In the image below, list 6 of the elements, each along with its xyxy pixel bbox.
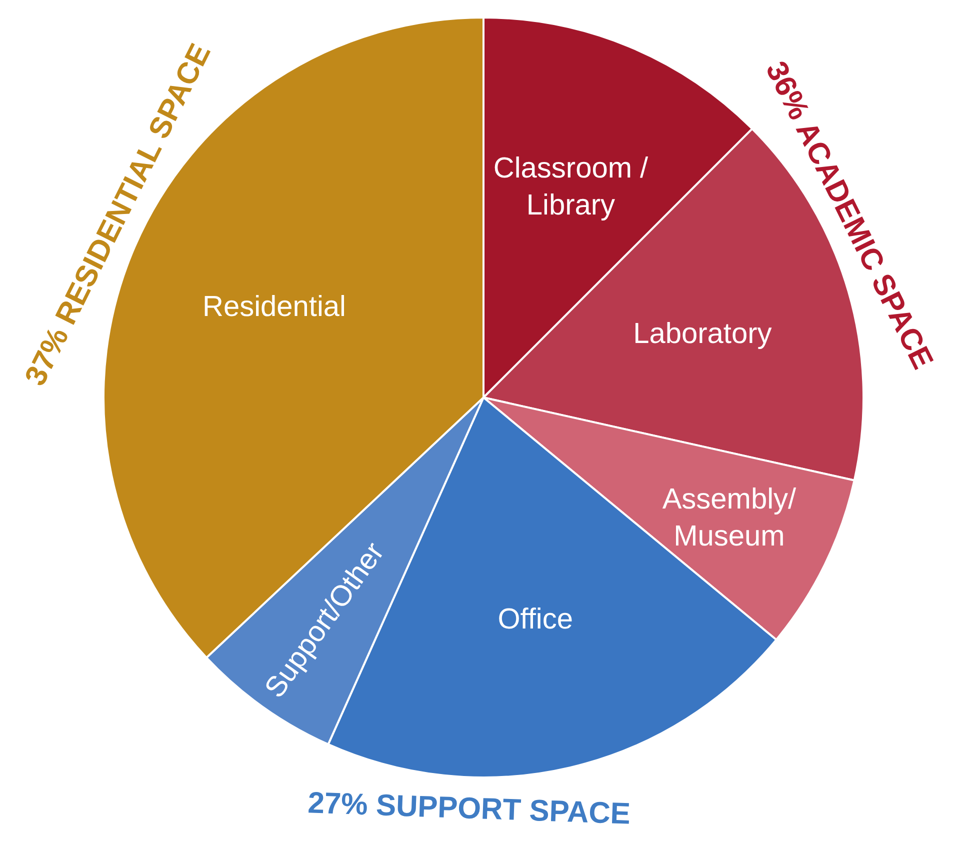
slice-label: Residential xyxy=(202,290,346,323)
slice-label: Office xyxy=(498,604,573,636)
text: 27% SUPPORT SPACE xyxy=(307,786,631,831)
slice-label: Assembly/ Museum xyxy=(662,483,798,552)
slice-label: Classroom / Library xyxy=(493,152,650,222)
slice-label: Laboratory xyxy=(633,318,772,350)
